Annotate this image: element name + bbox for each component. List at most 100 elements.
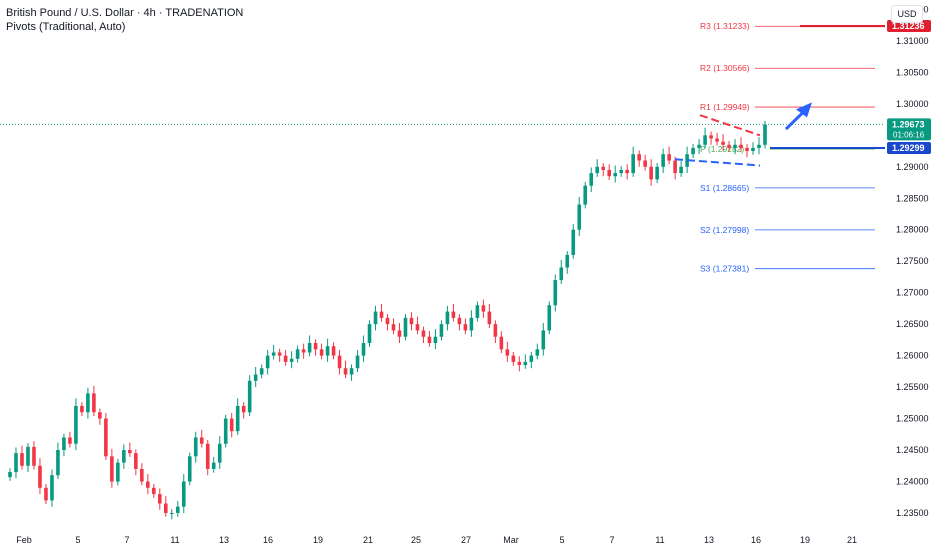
candle-body: [385, 317, 390, 325]
candle-body: [721, 141, 725, 145]
pivot-label-s1: S1 (1.28665): [700, 183, 749, 193]
candle-body: [319, 349, 324, 356]
candle-body: [158, 494, 162, 504]
candle-body: [235, 405, 240, 432]
x-tick-label: 16: [751, 535, 761, 545]
candle-body: [140, 468, 144, 482]
candle-body: [547, 305, 552, 331]
candle-body: [631, 154, 635, 174]
candle-body: [535, 349, 540, 356]
candle-body: [529, 355, 534, 362]
candle-body: [397, 330, 402, 337]
candle-body: [325, 346, 330, 356]
candle-body: [655, 166, 659, 180]
candle-body: [523, 361, 528, 366]
candle-body: [643, 160, 647, 167]
x-axis[interactable]: Feb 5 7 11 13 16 19 21 25 27 Mar 5 7 11 13 16 19 21: [16, 535, 857, 545]
candle-body: [595, 166, 600, 174]
pivot-label-s2: S2 (1.27998): [700, 225, 749, 235]
x-tick-label: 5: [559, 535, 564, 545]
candle-body: [104, 418, 108, 457]
candle-body: [571, 229, 576, 255]
pivot-label-s3: S3 (1.27381): [700, 264, 749, 274]
candle-body: [757, 144, 761, 148]
candle-body: [457, 317, 462, 325]
x-tick-label: 11: [655, 535, 664, 545]
chart-legend: British Pound / U.S. Dollar · 4h · TRADE…: [6, 6, 243, 34]
candle-body: [26, 446, 30, 466]
candle-body: [487, 311, 492, 325]
candle-body: [199, 437, 204, 444]
y-tick-label: 1.26500: [896, 319, 929, 329]
candle-body: [559, 267, 564, 281]
x-tick-label: 25: [411, 535, 421, 545]
y-tick-label: 1.30000: [896, 99, 929, 109]
symbol-title[interactable]: British Pound / U.S. Dollar · 4h · TRADE…: [6, 7, 244, 19]
candle-body: [727, 144, 731, 148]
candle-body: [589, 173, 594, 186]
arrow-shaft: [784, 110, 806, 131]
indicator-title[interactable]: Pivots (Traditional, Auto): [6, 21, 126, 33]
x-tick-label: 13: [219, 535, 229, 545]
candle-body: [517, 361, 522, 366]
y-tick-label: 1.29000: [896, 162, 929, 172]
candle-body: [493, 324, 498, 337]
candle-body: [259, 368, 264, 375]
candle-body: [703, 135, 707, 145]
candle-body: [451, 311, 456, 318]
candle-body: [739, 144, 743, 148]
pivot-label-r2: R2 (1.30566): [700, 63, 750, 73]
x-tick-label: Feb: [16, 535, 32, 545]
candle-body: [86, 393, 90, 413]
arrow-head: [796, 102, 812, 118]
y-tick-label: 1.28000: [896, 225, 929, 235]
candle-body: [475, 305, 480, 318]
candle-body: [751, 147, 755, 152]
candle-body: [361, 343, 366, 356]
x-tick-label: 16: [263, 535, 273, 545]
y-axis[interactable]: 1.23500 1.24000 1.24500 1.25000 1.25500 1.260…: [896, 4, 929, 518]
candle-body: [289, 358, 294, 362]
candle-body: [110, 456, 114, 482]
candle-body: [265, 355, 270, 369]
x-tick-label: 27: [461, 535, 471, 545]
candle-body: [433, 336, 438, 344]
x-tick-label: 21: [847, 535, 857, 545]
candle-body: [691, 147, 695, 155]
candle-body: [607, 169, 612, 177]
candle-body: [421, 330, 426, 337]
currency-button[interactable]: USD: [891, 5, 923, 23]
y-tick-label: 1.27000: [896, 288, 929, 298]
y-tick-label: 1.24500: [896, 445, 929, 455]
candle-body: [505, 349, 510, 356]
candle-body: [98, 412, 102, 419]
pattern-overlays: [674, 114, 761, 167]
candle-body: [679, 166, 683, 174]
candle-body: [745, 147, 749, 152]
candle-body: [277, 352, 282, 356]
y-tick-label: 1.25500: [896, 382, 929, 392]
current-price-tag-countdown: 01:06:16: [893, 130, 925, 139]
candle-body: [469, 317, 474, 331]
candle-body: [541, 330, 546, 350]
candle-body: [307, 343, 312, 353]
candle-body: [553, 280, 558, 306]
candle-body: [56, 450, 60, 476]
candle-body: [619, 169, 623, 174]
candle-body: [38, 465, 42, 488]
pivot-lines: R3 (1.31233) R2 (1.30566) R1 (1.29949) P (1…: [700, 21, 885, 274]
candle-body: [349, 368, 354, 375]
candle-body: [253, 374, 258, 381]
pivot-label-r1: R1 (1.29949): [700, 102, 750, 112]
y-tick-label: 1.24000: [896, 477, 929, 487]
candle-body: [50, 475, 54, 501]
wedge-lower-line: [674, 158, 761, 167]
y-tick-label: 1.28500: [896, 193, 929, 203]
candle-body: [337, 355, 342, 369]
x-tick-label: 5: [75, 535, 80, 545]
candle-body: [565, 254, 570, 268]
candle-body: [463, 324, 468, 331]
candle-body: [20, 453, 24, 466]
candle-body: [92, 393, 96, 413]
